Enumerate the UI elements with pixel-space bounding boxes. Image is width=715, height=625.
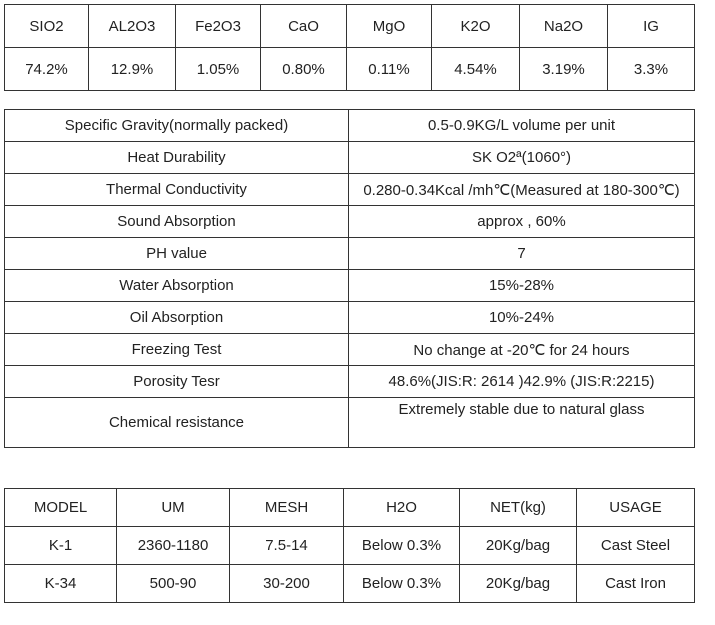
composition-value-cell: 74.2%: [4, 47, 89, 91]
composition-value-cell: 1.05%: [175, 47, 261, 91]
property-row: Porosity Tesr 48.6%(JIS:R: 2614 )42.9% (…: [4, 365, 695, 398]
composition-table: SIO2 AL2O3 Fe2O3 CaO MgO K2O Na2O IG 74.…: [4, 4, 695, 91]
composition-header-cell: Na2O: [519, 4, 608, 48]
property-name: Chemical resistance: [4, 397, 349, 448]
composition-header-cell: MgO: [346, 4, 432, 48]
property-value: approx , 60%: [348, 205, 695, 238]
composition-header-cell: IG: [607, 4, 695, 48]
property-row: Oil Absorption 10%-24%: [4, 301, 695, 334]
table-cell: 30-200: [229, 564, 344, 603]
property-row: Specific Gravity(normally packed) 0.5-0.…: [4, 109, 695, 142]
property-name: Sound Absorption: [4, 205, 349, 238]
composition-header-cell: AL2O3: [88, 4, 176, 48]
models-header-cell: USAGE: [576, 488, 695, 527]
property-name: Water Absorption: [4, 269, 349, 302]
property-row: PH value 7: [4, 237, 695, 270]
composition-header-cell: Fe2O3: [175, 4, 261, 48]
property-value: No change at -20℃ for 24 hours: [348, 333, 695, 366]
models-header-row: MODEL UM MESH H2O NET(kg) USAGE: [4, 488, 695, 527]
properties-table: Specific Gravity(normally packed) 0.5-0.…: [4, 109, 695, 448]
models-header-cell: MESH: [229, 488, 344, 527]
property-value: 7: [348, 237, 695, 270]
property-name: Oil Absorption: [4, 301, 349, 334]
property-value: Extremely stable due to natural glass: [348, 397, 695, 448]
property-row: Chemical resistance Extremely stable due…: [4, 397, 695, 448]
table-row: K-1 2360-1180 7.5-14 Below 0.3% 20Kg/bag…: [4, 526, 695, 565]
property-row: Thermal Conductivity 0.280-0.34Kcal /mh℃…: [4, 173, 695, 206]
table-cell: Cast Steel: [576, 526, 695, 565]
property-row: Heat Durability SK O2ª(1060°): [4, 141, 695, 174]
composition-value-cell: 4.54%: [431, 47, 520, 91]
property-name: PH value: [4, 237, 349, 270]
property-value: 48.6%(JIS:R: 2614 )42.9% (JIS:R:2215): [348, 365, 695, 398]
table-cell: Cast Iron: [576, 564, 695, 603]
table-cell: Below 0.3%: [343, 564, 460, 603]
property-value: 10%-24%: [348, 301, 695, 334]
property-value: 0.280-0.34Kcal /mh℃(Measured at 180-300℃…: [348, 173, 695, 206]
table-row: K-34 500-90 30-200 Below 0.3% 20Kg/bag C…: [4, 564, 695, 603]
composition-value-cell: 0.80%: [260, 47, 347, 91]
property-row: Water Absorption 15%-28%: [4, 269, 695, 302]
property-name: Heat Durability: [4, 141, 349, 174]
property-row: Freezing Test No change at -20℃ for 24 h…: [4, 333, 695, 366]
property-value: SK O2ª(1060°): [348, 141, 695, 174]
composition-value-cell: 0.11%: [346, 47, 432, 91]
composition-value-cell: 3.19%: [519, 47, 608, 91]
table-cell: 500-90: [116, 564, 230, 603]
models-header-cell: H2O: [343, 488, 460, 527]
table-cell: 20Kg/bag: [459, 526, 577, 565]
property-name: Freezing Test: [4, 333, 349, 366]
table-cell: 7.5-14: [229, 526, 344, 565]
property-name: Specific Gravity(normally packed): [4, 109, 349, 142]
composition-header-cell: K2O: [431, 4, 520, 48]
table-cell: 2360-1180: [116, 526, 230, 565]
property-row: Sound Absorption approx , 60%: [4, 205, 695, 238]
models-header-cell: NET(kg): [459, 488, 577, 527]
composition-value-cell: 12.9%: [88, 47, 176, 91]
table-cell: K-1: [4, 526, 117, 565]
property-name: Porosity Tesr: [4, 365, 349, 398]
table-cell: K-34: [4, 564, 117, 603]
models-table: MODEL UM MESH H2O NET(kg) USAGE K-1 2360…: [4, 488, 695, 603]
table-cell: 20Kg/bag: [459, 564, 577, 603]
composition-value-row: 74.2% 12.9% 1.05% 0.80% 0.11% 4.54% 3.19…: [4, 47, 695, 91]
property-name: Thermal Conductivity: [4, 173, 349, 206]
table-cell: Below 0.3%: [343, 526, 460, 565]
composition-header-cell: CaO: [260, 4, 347, 48]
property-value: 15%-28%: [348, 269, 695, 302]
models-header-cell: UM: [116, 488, 230, 527]
composition-header-row: SIO2 AL2O3 Fe2O3 CaO MgO K2O Na2O IG: [4, 4, 695, 48]
composition-value-cell: 3.3%: [607, 47, 695, 91]
property-value: 0.5-0.9KG/L volume per unit: [348, 109, 695, 142]
composition-header-cell: SIO2: [4, 4, 89, 48]
models-header-cell: MODEL: [4, 488, 117, 527]
